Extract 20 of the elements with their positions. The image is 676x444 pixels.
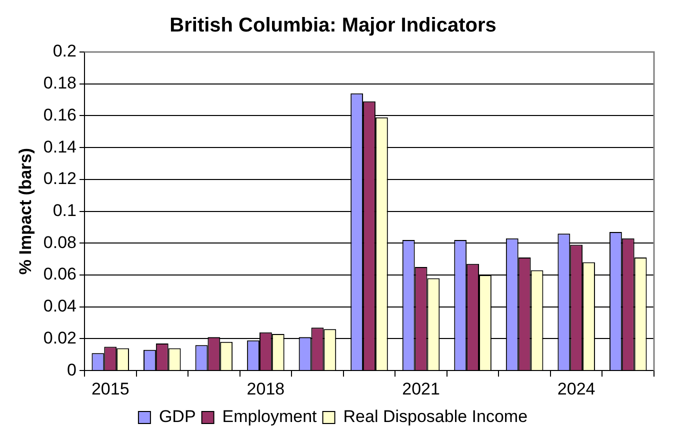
x-tick-label: 2015 — [91, 379, 130, 398]
y-axis-title: % Impact (bars) — [16, 148, 35, 275]
x-tick-label: 2024 — [557, 379, 596, 398]
y-tick-label: 0.12 — [43, 169, 76, 188]
legend-label: Employment — [222, 407, 318, 426]
y-tick-label: 0.02 — [43, 328, 76, 348]
y-tick-label: 0.16 — [43, 105, 76, 124]
y-tick-label: 0 — [67, 360, 76, 380]
x-tick-label: 2018 — [246, 379, 285, 398]
legend-label: GDP — [158, 407, 196, 426]
y-tick-label: 0.14 — [43, 137, 76, 156]
y-tick-label: 0.18 — [43, 74, 76, 93]
y-tick-label: 0.2 — [52, 42, 76, 61]
y-tick-label: 0.08 — [43, 232, 76, 252]
y-tick-label: 0.1 — [52, 200, 76, 220]
y-tick-label: 0.04 — [43, 296, 76, 316]
chart-title: British Columbia: Major Indicators — [170, 14, 496, 37]
y-tick-label: 0.06 — [43, 264, 76, 284]
legend-label: Real Disposable Income — [343, 407, 528, 426]
x-tick-label: 2021 — [402, 379, 440, 398]
